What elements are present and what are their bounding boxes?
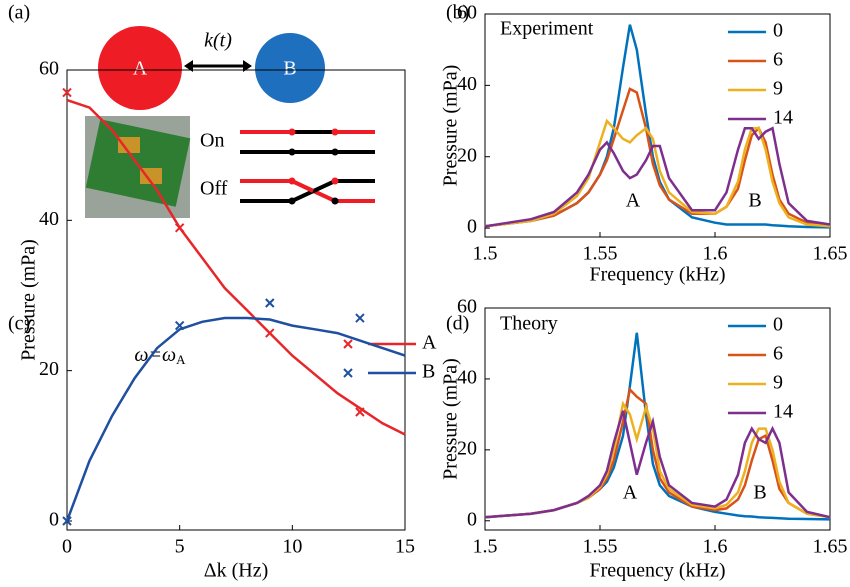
node-dot — [288, 197, 296, 205]
legend-label: 9 — [773, 372, 783, 394]
plot-box — [484, 307, 831, 531]
annotation-sub: A — [176, 352, 186, 367]
node-dot — [331, 148, 339, 156]
x-tick-label: 0 — [62, 536, 72, 558]
x-tick-label: 1.5 — [473, 243, 498, 265]
node-dot — [288, 128, 296, 136]
legend-marker — [343, 339, 353, 349]
series-line — [484, 400, 831, 519]
series-line — [484, 410, 831, 519]
state-on-label: On — [200, 130, 224, 152]
legend-marker — [343, 368, 353, 378]
series-line — [65, 316, 406, 522]
marker — [265, 298, 275, 308]
y-tick-label: 40 — [39, 208, 59, 230]
node-dot — [331, 197, 339, 205]
wire-red — [240, 179, 375, 203]
marker — [355, 407, 365, 417]
y-tick-label: 0 — [49, 509, 59, 531]
coupling-label: k(t) — [204, 30, 232, 52]
x-tick-label: 1.6 — [703, 536, 728, 558]
series-line — [66, 98, 406, 436]
x-tick-label: 1.55 — [583, 536, 618, 558]
panel-label: (b) — [446, 2, 469, 24]
plot-title: Theory — [500, 313, 558, 335]
y-tick-label: 0 — [467, 216, 477, 238]
marker — [62, 516, 72, 526]
y-tick-label: 40 — [457, 367, 477, 389]
y-tick-label: 40 — [457, 73, 477, 95]
y-tick-label: 20 — [457, 437, 477, 459]
legend-label: 6 — [773, 343, 783, 365]
legend-label: 14 — [773, 401, 793, 423]
y-axis-label: Pressure (mPa) — [440, 65, 462, 187]
annotation: A — [626, 190, 641, 212]
panel-label: (a) — [8, 2, 30, 24]
annotation: B — [753, 482, 766, 504]
annotation: A — [623, 482, 638, 504]
node-b-label: B — [283, 58, 296, 80]
x-tick-label: 1.55 — [583, 243, 618, 265]
legend-label: A — [422, 332, 437, 354]
x-tick-label: 15 — [395, 536, 415, 558]
wire-black — [240, 179, 375, 203]
y-axis-label: Pressure (mPa) — [440, 358, 462, 480]
x-tick-label: 1.5 — [473, 536, 498, 558]
y-tick-label: 20 — [39, 358, 59, 380]
marker — [174, 223, 185, 233]
panel-a: (a) A B k(t) On Off — [8, 2, 375, 218]
legend-label: 0 — [773, 314, 783, 336]
legend-label: 9 — [773, 78, 783, 100]
y-tick-label: 0 — [467, 508, 477, 530]
y-tick-label: 60 — [457, 296, 477, 318]
x-tick-label: 1.65 — [813, 536, 848, 558]
y-tick-label: 60 — [457, 2, 477, 24]
annotation: ω=ωA — [134, 344, 186, 367]
wire-red — [240, 179, 314, 193]
plot-box — [484, 13, 831, 238]
y-tick-label: 60 — [39, 58, 59, 80]
node-dot — [331, 128, 339, 136]
photo-part — [118, 137, 140, 153]
annotation-main: ω=ω — [134, 344, 176, 366]
state-off-label: Off — [200, 178, 228, 200]
marker — [62, 87, 72, 98]
plot-box — [66, 69, 406, 531]
legend-label: 6 — [773, 49, 783, 71]
plot-title: Experiment — [500, 18, 594, 40]
y-tick-label: 20 — [457, 144, 477, 166]
x-tick-label: 1.6 — [703, 243, 728, 265]
x-axis-label: Frequency (kHz) — [589, 264, 725, 286]
marker — [265, 328, 275, 338]
panel-label: (c) — [8, 313, 30, 335]
node-a-label: A — [133, 58, 148, 80]
series-line — [484, 87, 831, 228]
x-tick-label: 5 — [175, 536, 185, 558]
node-a-circle — [98, 26, 182, 110]
marker — [174, 320, 185, 331]
node-dot — [288, 177, 296, 185]
annotation: B — [748, 190, 761, 212]
legend-label: 14 — [773, 107, 793, 129]
x-tick-label: 10 — [282, 536, 302, 558]
legend-label: B — [422, 361, 435, 383]
x-axis-label: Frequency (kHz) — [589, 560, 725, 582]
x-tick-label: 1.65 — [813, 243, 848, 265]
series-line — [484, 126, 831, 228]
node-dot — [331, 177, 339, 185]
legend-label: 0 — [773, 20, 783, 42]
x-axis-label: Δk (Hz) — [204, 560, 269, 582]
photo-part — [140, 168, 162, 184]
panel-label: (d) — [446, 313, 469, 335]
node-dot — [288, 148, 296, 156]
y-axis-label: Pressure (mPa) — [18, 239, 40, 361]
node-b-circle — [255, 33, 325, 103]
marker — [355, 313, 365, 323]
